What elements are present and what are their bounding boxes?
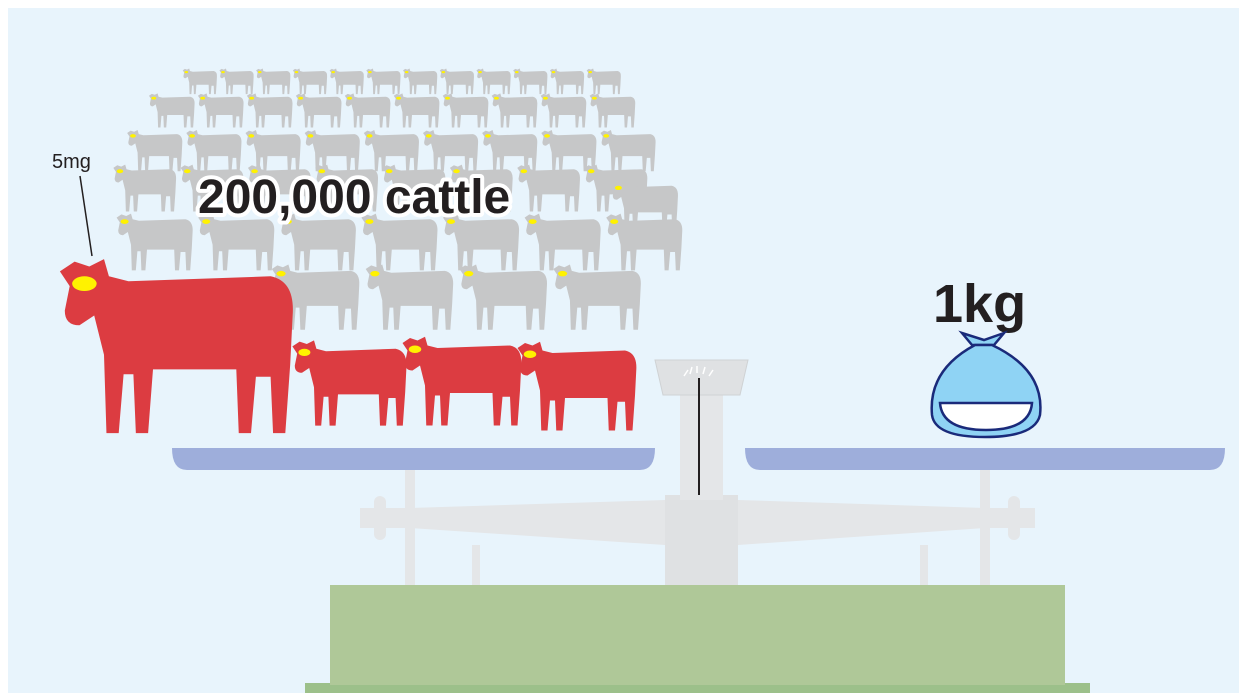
cattle-label: 200,000 cattle (198, 171, 510, 224)
illustration: 200,000 cattle 5mg 1kg (0, 0, 1247, 693)
knob (1008, 496, 1020, 540)
weight-label: 1kg (933, 274, 1026, 334)
dose-label: 5mg (52, 151, 91, 173)
page: {"labels": {"cattle": "200,000 cattle", … (0, 0, 1247, 693)
post (920, 545, 928, 585)
knob (374, 496, 386, 540)
base (330, 585, 1065, 685)
left-pan (172, 448, 655, 470)
right-pan (745, 448, 1225, 470)
pillar-base (665, 495, 738, 585)
dial (655, 360, 748, 395)
pillar (680, 390, 723, 500)
post (472, 545, 480, 585)
